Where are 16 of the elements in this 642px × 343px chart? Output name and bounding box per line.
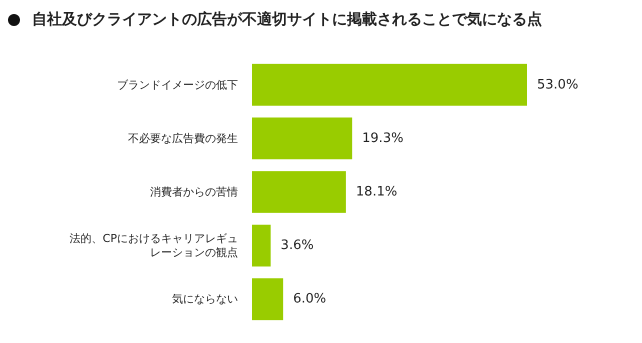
bar xyxy=(252,117,352,160)
y-tick-label: 消費者からの苦情 xyxy=(150,186,238,198)
data-label: 6.0% xyxy=(293,292,326,307)
bar xyxy=(252,64,527,106)
data-label: 19.3% xyxy=(362,130,404,146)
bar xyxy=(252,224,271,267)
data-label: 18.1% xyxy=(356,184,398,200)
data-label: 53.0% xyxy=(537,77,578,92)
bar xyxy=(252,278,284,320)
bar xyxy=(252,171,346,213)
y-tick-label: ブランドイメージの低下 xyxy=(117,78,238,92)
chart-title: 自社及びクライアントの広告が不適切サイトに掲載されることで気になる点 xyxy=(32,10,542,29)
data-label: 3.6% xyxy=(280,238,314,254)
y-tick-label: 法的、CPにおけるキャリアレギュレーションの観点 xyxy=(70,232,238,260)
y-tick-label: 気にならない xyxy=(172,292,238,306)
y-tick-label: 不必要な広告費の発生 xyxy=(128,132,238,145)
